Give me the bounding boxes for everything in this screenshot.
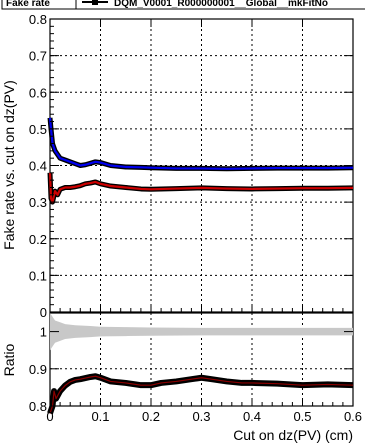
chart-title: Fake rate bbox=[6, 0, 50, 9]
main-plot-grid bbox=[50, 19, 353, 312]
legend-box bbox=[75, 0, 365, 10]
main-y-tick-label: 0.3 bbox=[29, 195, 47, 210]
x-tick-label: 0.1 bbox=[91, 409, 109, 424]
ratio-uncertainty-band bbox=[50, 313, 353, 351]
ratio-y-axis-title: Ratio bbox=[1, 343, 17, 376]
main-plot-series bbox=[47, 117, 354, 205]
main-y-axis-title: Fake rate vs. cut on dz(PV) bbox=[1, 80, 17, 250]
x-tick-label: 0.3 bbox=[192, 409, 210, 424]
x-axis-title: Cut on dz(PV) (cm) bbox=[233, 427, 353, 443]
x-tick-label: 0 bbox=[46, 409, 53, 424]
main-plot-ticks: 0 0.1 0.2 0.3 0.4 0.5 0.6 0.7 0.8 bbox=[29, 12, 354, 320]
main-y-tick-label: 0 bbox=[40, 305, 47, 320]
main-series-line-0 bbox=[48, 117, 354, 170]
ratio-series-core-0 bbox=[49, 375, 354, 414]
main-y-tick-label: 0.1 bbox=[29, 268, 47, 283]
ratio-y-tick-label: 0.8 bbox=[29, 399, 47, 414]
main-y-tick-label: 0.2 bbox=[29, 232, 47, 247]
ratio-plot-ticks: 0.8 0.9 1 0 0.1 0.2 0.3 0.4 0.5 0.6 bbox=[29, 325, 362, 424]
main-y-tick-label: 0.5 bbox=[29, 122, 47, 137]
ratio-y-tick-label: 1 bbox=[40, 325, 47, 340]
x-tick-label: 0.4 bbox=[243, 409, 261, 424]
legend-entry: DQM_V0001_R000000001__Global__mkFitNo bbox=[114, 0, 328, 9]
legend-marker-square bbox=[92, 0, 98, 5]
x-tick-label: 0.6 bbox=[344, 409, 362, 424]
main-y-tick-label: 0.7 bbox=[29, 49, 47, 64]
main-series-line-1 bbox=[48, 172, 354, 204]
ratio-band-area bbox=[50, 313, 353, 351]
x-tick-label: 0.5 bbox=[293, 409, 311, 424]
main-y-tick-label: 0.8 bbox=[29, 12, 47, 27]
main-y-tick-label: 0.4 bbox=[29, 159, 47, 174]
x-tick-label: 0.2 bbox=[142, 409, 160, 424]
ratio-plot-series bbox=[47, 373, 354, 415]
ratio-y-tick-label: 0.9 bbox=[29, 362, 47, 377]
main-y-tick-label: 0.6 bbox=[29, 85, 47, 100]
